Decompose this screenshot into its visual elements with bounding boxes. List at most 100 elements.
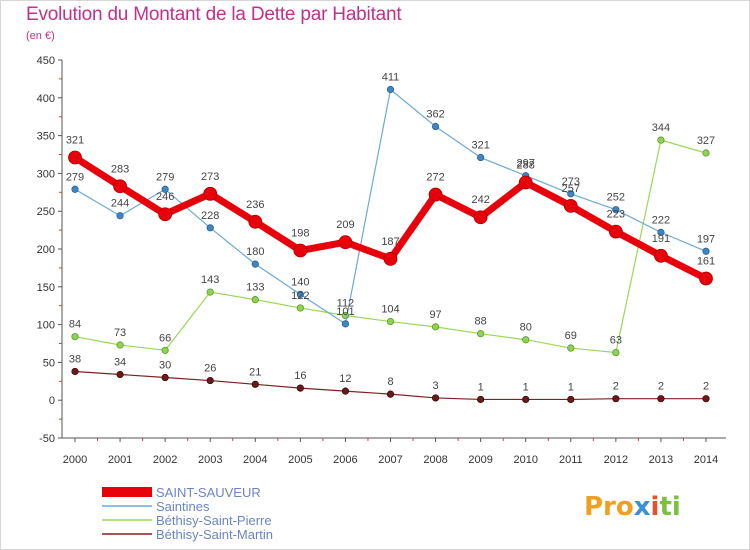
y-tick-label: 350 xyxy=(37,131,55,143)
data-point xyxy=(206,288,214,296)
data-label: 140 xyxy=(291,276,309,288)
data-label: 1 xyxy=(478,381,484,393)
data-label: 272 xyxy=(426,172,444,184)
data-point xyxy=(251,380,259,388)
data-point xyxy=(161,373,169,382)
data-point xyxy=(251,296,259,304)
chart-unit-label: (en €) xyxy=(26,30,55,42)
data-label: 63 xyxy=(610,335,622,347)
data-label: 223 xyxy=(607,209,625,221)
data-label: 3 xyxy=(433,380,439,392)
data-label: 16 xyxy=(294,370,306,382)
x-tick-label: 2002 xyxy=(153,454,177,466)
data-label: 2 xyxy=(613,381,619,393)
data-label: 273 xyxy=(201,171,219,183)
data-label: 38 xyxy=(69,353,81,365)
data-point xyxy=(341,387,350,395)
y-tick-label: 200 xyxy=(37,244,55,256)
data-label: 2 xyxy=(703,381,709,393)
data-point xyxy=(567,190,575,198)
data-point xyxy=(431,323,440,331)
data-label: 1 xyxy=(523,381,529,393)
data-label: 12 xyxy=(339,373,351,385)
legend-swatch xyxy=(102,487,152,497)
data-point xyxy=(699,271,713,286)
data-point xyxy=(654,248,668,263)
y-tick-label: -50 xyxy=(39,433,55,445)
data-point xyxy=(657,395,665,403)
legend-label: Béthisy-Saint-Pierre xyxy=(156,513,272,528)
data-point xyxy=(161,185,169,193)
x-tick-label: 2007 xyxy=(378,454,402,466)
data-label: 344 xyxy=(652,122,670,134)
data-label: 1 xyxy=(568,381,574,393)
data-label: 69 xyxy=(565,330,577,342)
y-tick-label: 400 xyxy=(37,93,55,105)
data-point xyxy=(567,344,575,352)
y-tick-label: 450 xyxy=(37,55,55,67)
data-point xyxy=(248,214,263,229)
data-point xyxy=(71,185,79,193)
data-label: 104 xyxy=(381,304,399,316)
data-point xyxy=(386,317,395,326)
data-point xyxy=(386,85,395,94)
legend-label: Saintines xyxy=(156,499,210,514)
data-point xyxy=(293,243,308,258)
data-label: 198 xyxy=(291,228,309,240)
data-label: 101 xyxy=(336,306,354,318)
data-point xyxy=(116,370,124,379)
data-label: 88 xyxy=(475,316,487,328)
data-label: 362 xyxy=(426,109,444,121)
x-tick-label: 2012 xyxy=(604,454,628,466)
legend-label: Béthisy-Saint-Martin xyxy=(156,527,273,542)
data-point xyxy=(657,136,665,144)
chart-title: Evolution du Montant de la Dette par Hab… xyxy=(26,4,402,25)
data-label: 122 xyxy=(291,290,309,302)
data-point xyxy=(608,224,623,239)
data-point xyxy=(477,153,485,162)
data-point xyxy=(428,187,443,202)
data-label: 112 xyxy=(337,298,355,310)
data-label: 80 xyxy=(520,322,532,334)
x-tick-label: 2013 xyxy=(649,454,673,466)
data-point xyxy=(612,395,620,403)
data-label: 273 xyxy=(562,176,580,188)
data-label: 411 xyxy=(382,71,400,83)
data-label: 244 xyxy=(111,198,129,210)
legend-label: SAINT-SAUVEUR xyxy=(156,485,261,500)
data-point xyxy=(477,330,485,338)
data-label: 26 xyxy=(204,363,216,375)
data-label: 187 xyxy=(381,236,399,248)
data-label: 133 xyxy=(246,282,264,294)
series-line-1 xyxy=(74,88,707,325)
data-point xyxy=(477,395,485,404)
data-label: 2 xyxy=(658,381,664,393)
data-label: 236 xyxy=(246,199,264,211)
x-tick-label: 2008 xyxy=(423,454,447,466)
data-point xyxy=(161,346,169,354)
data-label: 34 xyxy=(114,356,126,368)
data-point xyxy=(702,149,710,157)
data-label: 283 xyxy=(111,163,129,175)
proxiti-logo: Proxiti xyxy=(584,492,681,522)
data-label: 143 xyxy=(201,274,219,286)
data-point xyxy=(657,228,665,236)
y-tick-label: 250 xyxy=(37,206,55,218)
x-tick-label: 2006 xyxy=(333,454,357,466)
data-point xyxy=(431,122,440,131)
data-label: 257 xyxy=(562,183,580,195)
data-point xyxy=(206,376,214,385)
data-label: 288 xyxy=(517,159,535,171)
data-point xyxy=(386,390,395,398)
data-label: 228 xyxy=(201,210,219,222)
data-point xyxy=(68,150,82,165)
data-label: 97 xyxy=(429,309,441,321)
data-label: 191 xyxy=(652,233,670,245)
data-label: 246 xyxy=(156,191,174,203)
data-point xyxy=(71,367,79,376)
data-point xyxy=(116,212,124,220)
data-label: 197 xyxy=(697,233,715,245)
data-point xyxy=(612,348,620,357)
